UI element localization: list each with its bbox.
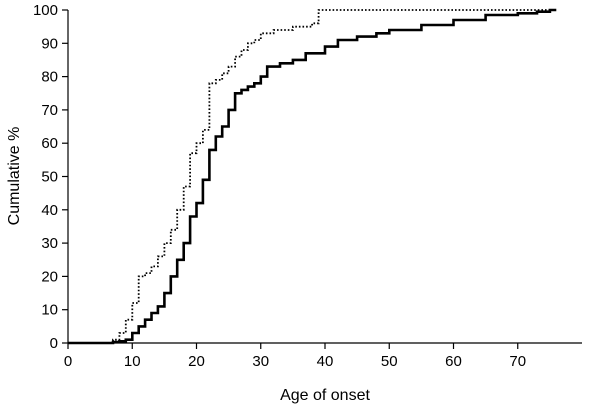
plot-area: 0 10 20 30 40 50 60 70 80 90 100 0 10 20 30 40 50 60 70 [33, 2, 582, 370]
x-tick-label: 30 [252, 353, 269, 370]
y-tick-label: 0 [50, 335, 58, 352]
y-tick-label: 100 [33, 2, 58, 19]
series-line-dotted [68, 9, 550, 344]
x-ticks: 0 10 20 30 40 50 60 70 [64, 343, 526, 370]
y-tick-label: 70 [41, 102, 58, 119]
y-ticks: 0 10 20 30 40 50 60 70 80 90 100 [33, 2, 68, 352]
y-tick-label: 30 [41, 235, 58, 252]
y-tick-label: 50 [41, 169, 58, 186]
x-tick-label: 40 [317, 353, 334, 370]
y-tick-label: 60 [41, 135, 58, 152]
x-tick-label: 10 [124, 353, 141, 370]
x-tick-label: 70 [509, 353, 526, 370]
series-line-solid [68, 8, 557, 345]
x-axis-title: Age of onset [280, 387, 370, 404]
y-axis-title: Cumulative % [6, 127, 23, 226]
x-tick-label: 50 [381, 353, 398, 370]
y-tick-label: 80 [41, 69, 58, 86]
x-tick-label: 20 [188, 353, 205, 370]
y-tick-label: 20 [41, 268, 58, 285]
x-tick-label: 60 [445, 353, 462, 370]
y-tick-label: 10 [41, 302, 58, 319]
x-tick-label: 0 [64, 353, 72, 370]
series-layer [68, 8, 557, 345]
y-tick-label: 90 [41, 35, 58, 52]
y-tick-label: 40 [41, 202, 58, 219]
